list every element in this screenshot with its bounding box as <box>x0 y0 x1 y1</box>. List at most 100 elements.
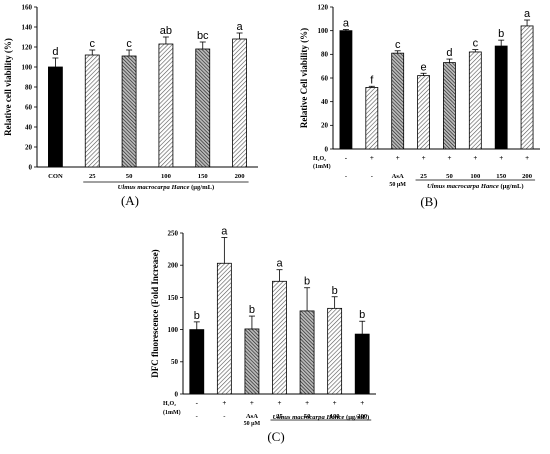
bar <box>84 54 100 168</box>
bar <box>494 45 508 150</box>
category-label: - <box>345 173 347 180</box>
significance-letter: d <box>52 46 58 58</box>
bar <box>48 66 63 168</box>
h2o2-concentration-label: (1mM) <box>313 163 331 170</box>
bar <box>417 75 430 150</box>
y-tick-label: 40 <box>25 123 33 131</box>
h2o2-sign: + <box>499 154 503 162</box>
y-tick-label: 20 <box>25 143 33 151</box>
significance-letter: c <box>395 39 401 51</box>
y-tick-label: 0 <box>325 145 329 153</box>
category-sublabel: 50 μM <box>389 182 406 188</box>
y-tick-label: 80 <box>25 83 33 91</box>
y-tick-label: 0 <box>175 390 179 398</box>
bar <box>232 38 247 168</box>
y-tick-label: 250 <box>168 229 179 237</box>
bar <box>299 310 315 395</box>
category-label: AsA <box>246 413 258 420</box>
category-label: 100 <box>330 413 341 420</box>
h2o2-sign: + <box>447 154 451 162</box>
treatment-species: Ulmus macrocarpa Hance <box>118 184 191 191</box>
y-tick-label: 40 <box>321 98 329 106</box>
y-axis-title: Relative Cell viability (%) <box>299 28 309 128</box>
significance-letter: b <box>332 285 338 297</box>
category-label: - <box>196 413 198 420</box>
category-label: AsA <box>392 173 404 180</box>
y-axis-title: Relative cell viability (%) <box>3 38 13 136</box>
h2o2-sign: + <box>422 154 426 162</box>
significance-letter: b <box>304 276 310 288</box>
chart-panel-a: 0 20 40 60 80 100 120 140 160 Relative cell viabi… <box>3 3 258 208</box>
bar <box>443 62 456 150</box>
h2o2-sign: + <box>360 399 364 407</box>
category-label: 25 <box>89 173 96 180</box>
treatment-unit: (μg/mL) <box>346 414 369 421</box>
category-label: 25 <box>420 173 427 180</box>
h2o2-sign: + <box>278 399 282 407</box>
h2o2-sign: + <box>250 399 254 407</box>
significance-letter: ab <box>160 25 172 37</box>
bar <box>468 51 482 150</box>
bar <box>195 48 211 168</box>
chart-panel-b: 0 20 40 60 80 100 120 Relative Cell viability (… <box>299 3 540 209</box>
y-tick-label: 50 <box>171 358 179 366</box>
category-label: 200 <box>235 173 246 180</box>
significance-letter: a <box>524 8 531 20</box>
h2o2-sign: + <box>333 399 337 407</box>
bar <box>327 307 343 395</box>
bar <box>244 328 260 395</box>
significance-letter: b <box>249 304 255 316</box>
significance-letter: a <box>276 258 283 270</box>
treatment-species: Ulmus macrocarpa Hance <box>427 183 500 190</box>
y-tick-label: 200 <box>168 262 179 270</box>
y-tick-label: 100 <box>318 27 329 35</box>
bar <box>158 43 174 168</box>
category-label: 25 <box>276 413 283 420</box>
panel-label: (C) <box>267 429 284 444</box>
y-tick-label: 100 <box>168 326 179 334</box>
h2o2-row-label: H₂O₂ <box>163 401 176 407</box>
panel-label: (B) <box>420 194 437 209</box>
y-tick-label: 20 <box>321 122 329 130</box>
significance-letter: b <box>359 309 365 321</box>
category-label: 50 <box>126 173 133 180</box>
category-label: 100 <box>470 173 481 180</box>
significance-letter: c <box>473 38 479 50</box>
y-tick-label: 120 <box>318 3 329 11</box>
y-tick-label: 140 <box>22 23 33 31</box>
h2o2-row-label: H₂O₂ <box>313 156 326 162</box>
category-sublabel: 50 μM <box>244 421 261 427</box>
significance-letter: bc <box>197 30 209 42</box>
treatment-caption: Ulmus macrocarpa Hance (μg/mL) <box>118 184 215 191</box>
chart-panel-c: 0 50 100 150 200 250 DFC fluorescence (Fold In… <box>150 226 376 444</box>
bar <box>520 25 534 150</box>
h2o2-concentration-label: (1mM) <box>163 409 181 416</box>
h2o2-sign: + <box>222 399 226 407</box>
bar <box>121 55 137 168</box>
h2o2-sign: + <box>473 154 477 162</box>
significance-letter: f <box>370 74 374 86</box>
h2o2-sign: - <box>196 399 199 407</box>
h2o2-sign: + <box>525 154 529 162</box>
bar <box>272 280 287 395</box>
category-label: 100 <box>161 173 172 180</box>
y-tick-label: 100 <box>22 63 33 71</box>
y-tick-label: 60 <box>25 103 33 111</box>
category-label: 150 <box>198 173 209 180</box>
y-tick-label: 0 <box>29 163 33 171</box>
h2o2-sign: - <box>345 154 348 162</box>
category-label: 200 <box>522 173 533 180</box>
significance-letter: c <box>126 38 132 50</box>
y-axis-title: DFC fluorescence (Fold Increase) <box>150 249 160 377</box>
bar <box>216 262 232 395</box>
bar <box>339 30 353 150</box>
significance-letter: a <box>221 226 228 238</box>
treatment-unit: (μg/mL) <box>191 184 214 191</box>
bar <box>189 329 205 395</box>
panel-label: (A) <box>121 193 139 208</box>
y-tick-label: 80 <box>321 51 329 59</box>
significance-letter: c <box>90 38 96 50</box>
y-tick-label: 60 <box>321 74 329 82</box>
category-label: CON <box>48 173 63 180</box>
treatment-caption: Ulmus macrocarpa Hance (μg/mL) <box>273 414 370 421</box>
